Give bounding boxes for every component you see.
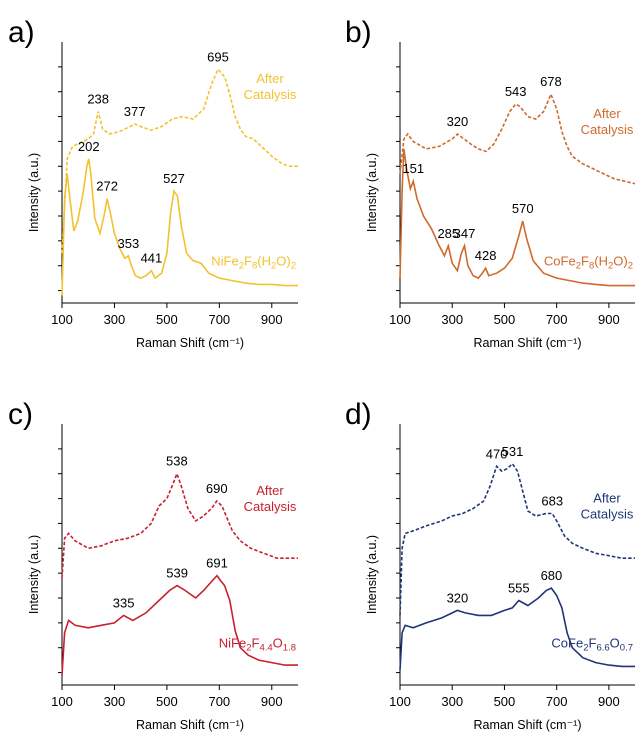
peak-label: 680	[541, 568, 563, 583]
x-tick-label: 900	[598, 312, 620, 327]
x-axis-label: Raman Shift (cm⁻¹)	[136, 336, 244, 350]
series-label-line: After	[256, 71, 284, 86]
panel-letter: a)	[8, 16, 35, 49]
x-tick-label: 300	[104, 312, 126, 327]
peak-label: 320	[447, 590, 469, 605]
chart-d: d) 100 300 500 700 900 Raman Shift (cm⁻¹) Inten…	[345, 398, 635, 732]
x-tick-label: 100	[51, 312, 73, 327]
x-tick-label: 100	[51, 694, 73, 709]
peak-label: 678	[540, 74, 562, 89]
peak-label: 441	[141, 251, 163, 266]
x-axis-label: Raman Shift (cm⁻¹)	[473, 718, 581, 732]
series-label-line: Catalysis	[244, 87, 297, 102]
x-tick-label: 500	[494, 694, 516, 709]
panel-letter: b)	[345, 16, 372, 49]
y-axis-label: Intensity (a.u.)	[27, 535, 41, 614]
x-axis-label: Raman Shift (cm⁻¹)	[136, 718, 244, 732]
series-label: NiFe2F8(H2O)2	[211, 254, 296, 272]
peak-label: 555	[508, 580, 530, 595]
series-line-pristine	[61, 158, 298, 296]
series-label-line: After	[593, 490, 621, 505]
peak-label: 320	[447, 114, 469, 129]
peak-label: 238	[87, 92, 109, 107]
series-label-line: Catalysis	[581, 122, 634, 137]
peak-label: 353	[117, 236, 139, 251]
series-line-after-catalysis	[399, 462, 635, 616]
peak-label: 538	[166, 454, 188, 469]
x-axis-label: Raman Shift (cm⁻¹)	[473, 336, 581, 350]
series-line-pristine	[399, 587, 635, 671]
peak-label: 531	[502, 444, 524, 459]
peak-label: 690	[206, 481, 228, 496]
peak-label: 151	[402, 161, 424, 176]
peak-label: 527	[163, 171, 185, 186]
y-axis-label: Intensity (a.u.)	[365, 153, 379, 232]
series-line-after-catalysis	[61, 67, 298, 254]
series-label: NiFe2F4.4O1.8	[219, 636, 296, 654]
series-label-line: After	[593, 106, 621, 121]
peak-label: 272	[96, 179, 118, 194]
peak-label: 428	[475, 248, 497, 263]
x-tick-label: 100	[389, 312, 411, 327]
series-line-pristine	[399, 148, 635, 287]
peak-label: 570	[512, 201, 534, 216]
peak-label: 377	[124, 104, 146, 119]
series-line-after-catalysis	[399, 92, 635, 185]
peak-label: 695	[207, 49, 229, 64]
x-tick-label: 900	[261, 312, 283, 327]
series-label: CoFe2F6.6O0.7	[551, 636, 633, 654]
y-axis-label: Intensity (a.u.)	[27, 153, 41, 232]
peak-label: 543	[505, 84, 527, 99]
x-tick-label: 300	[104, 694, 126, 709]
x-tick-label: 500	[156, 694, 178, 709]
peak-label: 683	[541, 493, 563, 508]
series-label-line: Catalysis	[581, 506, 634, 521]
x-tick-label: 500	[156, 312, 178, 327]
peak-label: 202	[78, 139, 100, 154]
x-tick-label: 900	[261, 694, 283, 709]
peak-label: 470	[486, 446, 508, 461]
chart-b: b) 100 300 500 700 900 Raman Shift (cm⁻¹) Inten…	[345, 16, 635, 350]
peak-label: 335	[113, 595, 135, 610]
x-tick-label: 700	[208, 312, 230, 327]
x-tick-label: 300	[441, 312, 463, 327]
series-line-pristine	[61, 574, 298, 676]
series-label-line: After	[256, 483, 284, 498]
panel-letter: c)	[8, 398, 33, 431]
x-tick-label: 900	[598, 694, 620, 709]
chart-c: c) 100 300 500 700 900 Raman Shift (cm⁻¹) Inten…	[8, 398, 298, 732]
x-tick-label: 700	[546, 312, 568, 327]
peak-label: 539	[166, 566, 188, 581]
series-label: CoFe2F8(H2O)2	[544, 254, 633, 272]
series-line-after-catalysis	[61, 471, 298, 579]
x-tick-label: 100	[389, 694, 411, 709]
x-tick-label: 500	[494, 312, 516, 327]
y-axis-label: Intensity (a.u.)	[365, 535, 379, 614]
peak-label: 285	[437, 226, 459, 241]
peak-label: 691	[206, 556, 228, 571]
series-label-line: Catalysis	[244, 499, 297, 514]
x-tick-label: 300	[441, 694, 463, 709]
x-tick-label: 700	[208, 694, 230, 709]
panel-letter: d)	[345, 398, 372, 431]
peak-label: 347	[454, 226, 476, 241]
x-tick-label: 700	[546, 694, 568, 709]
chart-a: a) 100 300 500 700 900 Raman Shift (cm⁻¹) Inten…	[8, 16, 298, 350]
